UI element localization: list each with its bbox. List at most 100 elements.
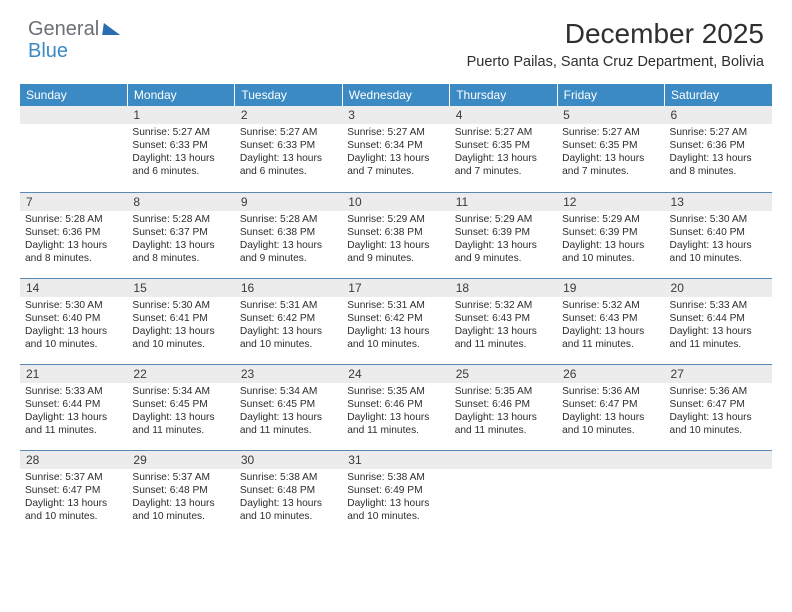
sunrise-text: Sunrise: 5:29 AM	[347, 213, 444, 226]
calendar-day-cell: 6Sunrise: 5:27 AMSunset: 6:36 PMDaylight…	[665, 106, 772, 192]
location-text: Puerto Pailas, Santa Cruz Department, Bo…	[467, 54, 764, 70]
day-number: 31	[342, 451, 449, 469]
sunrise-text: Sunrise: 5:36 AM	[562, 385, 659, 398]
day-details: Sunrise: 5:30 AMSunset: 6:40 PMDaylight:…	[665, 211, 772, 269]
sunset-text: Sunset: 6:43 PM	[455, 312, 552, 325]
day-number: 16	[235, 279, 342, 297]
sunset-text: Sunset: 6:36 PM	[670, 139, 767, 152]
sunset-text: Sunset: 6:46 PM	[455, 398, 552, 411]
sunset-text: Sunset: 6:33 PM	[132, 139, 229, 152]
daylight-text: Daylight: 13 hours and 7 minutes.	[455, 152, 552, 178]
daylight-text: Daylight: 13 hours and 10 minutes.	[132, 325, 229, 351]
day-number: 2	[235, 106, 342, 124]
weekday-header: Saturday	[665, 84, 772, 106]
sunrise-text: Sunrise: 5:35 AM	[347, 385, 444, 398]
day-number: 23	[235, 365, 342, 383]
sunrise-text: Sunrise: 5:36 AM	[670, 385, 767, 398]
sunrise-text: Sunrise: 5:27 AM	[670, 126, 767, 139]
calendar-week-row: 1Sunrise: 5:27 AMSunset: 6:33 PMDaylight…	[20, 106, 772, 192]
day-number: 3	[342, 106, 449, 124]
calendar-day-cell: 10Sunrise: 5:29 AMSunset: 6:38 PMDayligh…	[342, 192, 449, 278]
sunrise-text: Sunrise: 5:34 AM	[132, 385, 229, 398]
day-number-empty	[20, 106, 127, 124]
sunset-text: Sunset: 6:45 PM	[132, 398, 229, 411]
day-details: Sunrise: 5:31 AMSunset: 6:42 PMDaylight:…	[342, 297, 449, 355]
calendar-day-cell: 17Sunrise: 5:31 AMSunset: 6:42 PMDayligh…	[342, 278, 449, 364]
day-number: 27	[665, 365, 772, 383]
month-title: December 2025	[467, 18, 764, 50]
logo-text-general: General	[28, 18, 99, 41]
daylight-text: Daylight: 13 hours and 6 minutes.	[132, 152, 229, 178]
day-details: Sunrise: 5:36 AMSunset: 6:47 PMDaylight:…	[665, 383, 772, 441]
day-details: Sunrise: 5:32 AMSunset: 6:43 PMDaylight:…	[450, 297, 557, 355]
daylight-text: Daylight: 13 hours and 10 minutes.	[347, 325, 444, 351]
sunset-text: Sunset: 6:47 PM	[670, 398, 767, 411]
calendar-table: SundayMondayTuesdayWednesdayThursdayFrid…	[20, 84, 772, 536]
day-details: Sunrise: 5:32 AMSunset: 6:43 PMDaylight:…	[557, 297, 664, 355]
sunrise-text: Sunrise: 5:31 AM	[347, 299, 444, 312]
calendar-day-cell: 2Sunrise: 5:27 AMSunset: 6:33 PMDaylight…	[235, 106, 342, 192]
sunrise-text: Sunrise: 5:32 AM	[562, 299, 659, 312]
logo-mark-icon	[102, 23, 122, 35]
calendar-day-cell: 3Sunrise: 5:27 AMSunset: 6:34 PMDaylight…	[342, 106, 449, 192]
sunset-text: Sunset: 6:44 PM	[670, 312, 767, 325]
sunset-text: Sunset: 6:38 PM	[347, 226, 444, 239]
sunset-text: Sunset: 6:46 PM	[347, 398, 444, 411]
sunrise-text: Sunrise: 5:27 AM	[562, 126, 659, 139]
day-details: Sunrise: 5:30 AMSunset: 6:40 PMDaylight:…	[20, 297, 127, 355]
logo-blue-line: Blue	[28, 40, 68, 63]
day-number: 19	[557, 279, 664, 297]
logo-text-blue: Blue	[28, 40, 68, 62]
daylight-text: Daylight: 13 hours and 11 minutes.	[670, 325, 767, 351]
daylight-text: Daylight: 13 hours and 10 minutes.	[562, 411, 659, 437]
calendar-day-cell: 27Sunrise: 5:36 AMSunset: 6:47 PMDayligh…	[665, 364, 772, 450]
sunrise-text: Sunrise: 5:30 AM	[132, 299, 229, 312]
sunset-text: Sunset: 6:33 PM	[240, 139, 337, 152]
day-details: Sunrise: 5:37 AMSunset: 6:48 PMDaylight:…	[127, 469, 234, 527]
calendar-day-cell: 19Sunrise: 5:32 AMSunset: 6:43 PMDayligh…	[557, 278, 664, 364]
calendar-day-cell: 12Sunrise: 5:29 AMSunset: 6:39 PMDayligh…	[557, 192, 664, 278]
sunrise-text: Sunrise: 5:38 AM	[347, 471, 444, 484]
day-number: 28	[20, 451, 127, 469]
sunrise-text: Sunrise: 5:37 AM	[25, 471, 122, 484]
calendar-day-cell: 22Sunrise: 5:34 AMSunset: 6:45 PMDayligh…	[127, 364, 234, 450]
day-details: Sunrise: 5:27 AMSunset: 6:35 PMDaylight:…	[450, 124, 557, 182]
day-details: Sunrise: 5:29 AMSunset: 6:38 PMDaylight:…	[342, 211, 449, 269]
day-details: Sunrise: 5:27 AMSunset: 6:35 PMDaylight:…	[557, 124, 664, 182]
sunset-text: Sunset: 6:48 PM	[240, 484, 337, 497]
day-details: Sunrise: 5:27 AMSunset: 6:33 PMDaylight:…	[235, 124, 342, 182]
sunrise-text: Sunrise: 5:27 AM	[132, 126, 229, 139]
daylight-text: Daylight: 13 hours and 8 minutes.	[132, 239, 229, 265]
sunset-text: Sunset: 6:49 PM	[347, 484, 444, 497]
daylight-text: Daylight: 13 hours and 11 minutes.	[347, 411, 444, 437]
sunrise-text: Sunrise: 5:32 AM	[455, 299, 552, 312]
calendar-day-cell: 18Sunrise: 5:32 AMSunset: 6:43 PMDayligh…	[450, 278, 557, 364]
sunset-text: Sunset: 6:37 PM	[132, 226, 229, 239]
day-number: 22	[127, 365, 234, 383]
sunrise-text: Sunrise: 5:31 AM	[240, 299, 337, 312]
calendar-day-cell: 9Sunrise: 5:28 AMSunset: 6:38 PMDaylight…	[235, 192, 342, 278]
day-number: 11	[450, 193, 557, 211]
day-number: 5	[557, 106, 664, 124]
day-number: 30	[235, 451, 342, 469]
calendar-week-row: 28Sunrise: 5:37 AMSunset: 6:47 PMDayligh…	[20, 450, 772, 536]
day-details: Sunrise: 5:36 AMSunset: 6:47 PMDaylight:…	[557, 383, 664, 441]
weekday-header: Sunday	[20, 84, 127, 106]
calendar-day-cell: 14Sunrise: 5:30 AMSunset: 6:40 PMDayligh…	[20, 278, 127, 364]
daylight-text: Daylight: 13 hours and 10 minutes.	[240, 325, 337, 351]
daylight-text: Daylight: 13 hours and 8 minutes.	[25, 239, 122, 265]
day-number: 12	[557, 193, 664, 211]
weekday-header: Thursday	[450, 84, 557, 106]
sunrise-text: Sunrise: 5:38 AM	[240, 471, 337, 484]
day-details: Sunrise: 5:33 AMSunset: 6:44 PMDaylight:…	[665, 297, 772, 355]
sunset-text: Sunset: 6:48 PM	[132, 484, 229, 497]
day-details: Sunrise: 5:30 AMSunset: 6:41 PMDaylight:…	[127, 297, 234, 355]
sunrise-text: Sunrise: 5:30 AM	[25, 299, 122, 312]
day-number: 7	[20, 193, 127, 211]
sunset-text: Sunset: 6:34 PM	[347, 139, 444, 152]
day-number: 15	[127, 279, 234, 297]
daylight-text: Daylight: 13 hours and 11 minutes.	[455, 325, 552, 351]
day-number: 17	[342, 279, 449, 297]
calendar-week-row: 21Sunrise: 5:33 AMSunset: 6:44 PMDayligh…	[20, 364, 772, 450]
logo: General	[28, 18, 121, 41]
